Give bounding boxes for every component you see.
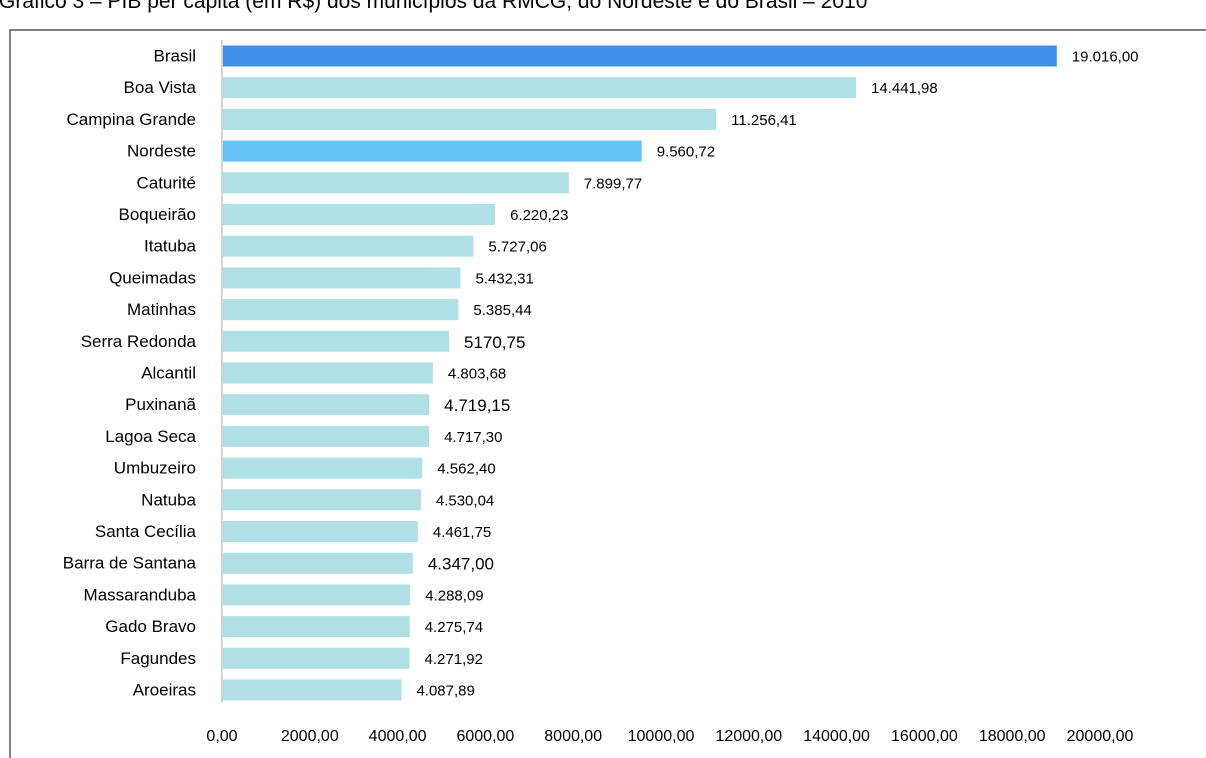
data-labels-group: 19.016,00 14.441,98 11.256,41 9.560,72 7.899… (416, 49, 1138, 700)
category-label: Matinhas (127, 300, 196, 319)
bar-20 (223, 679, 402, 701)
data-label: 9.560,72 (657, 144, 715, 161)
x-tick-label: 10000,00 (628, 728, 695, 745)
data-label: 7.899,77 (584, 175, 642, 192)
x-tick-label: 20000,00 (1067, 728, 1134, 745)
data-label: 5170,75 (464, 333, 525, 352)
bar-14 (223, 489, 421, 511)
category-label: Brasil (153, 47, 196, 66)
data-label: 19.016,00 (1072, 49, 1139, 66)
category-label: Campina Grande (67, 110, 196, 129)
bar-18 (223, 616, 410, 638)
category-label: Boa Vista (124, 78, 197, 97)
bar-10 (223, 362, 433, 384)
data-label: 4.530,04 (436, 492, 494, 509)
bar-9 (223, 330, 449, 352)
data-label: 11.256,41 (731, 112, 797, 129)
chart-frame (9, 29, 1206, 758)
category-label: Umbuzeiro (114, 459, 196, 478)
x-tick-label: 18000,00 (979, 728, 1046, 745)
x-tick-labels-group: 0,00 2000,00 4000,00 6000,00 8000,00 10000,00… (206, 728, 1133, 745)
category-label: Lagoa Seca (105, 427, 196, 446)
bar-7 (223, 267, 461, 289)
bar-12 (223, 425, 430, 447)
x-tick-label: 16000,00 (891, 728, 958, 745)
data-label: 4.087,89 (416, 683, 474, 700)
category-label: Gado Bravo (105, 617, 196, 636)
category-label: Caturité (136, 173, 196, 192)
bar-1 (223, 77, 857, 99)
bar-2 (223, 108, 717, 130)
data-label: 4.271,92 (425, 651, 483, 668)
data-label: 4.275,74 (425, 619, 483, 636)
x-tick-label: 14000,00 (803, 728, 870, 745)
bar-6 (223, 235, 474, 257)
bar-5 (223, 204, 496, 225)
data-label: 6.220,23 (510, 207, 568, 224)
bar-3 (223, 140, 642, 162)
data-label: 4.288,09 (425, 587, 483, 604)
data-label: 5.432,31 (475, 270, 533, 287)
data-label: 5.727,06 (488, 239, 546, 256)
category-label: Queimadas (109, 268, 196, 287)
data-label: 4.803,68 (448, 366, 506, 383)
data-label: 4.717,30 (444, 429, 502, 446)
category-label: Puxinanã (125, 395, 196, 414)
x-tick-label: 12000,00 (715, 728, 782, 745)
bar-16 (223, 552, 413, 574)
data-label: 4.461,75 (433, 524, 491, 541)
category-label: Barra de Santana (63, 554, 197, 573)
category-label: Boqueirão (118, 205, 196, 224)
data-label: 4.562,40 (437, 461, 495, 478)
category-label: Aroeiras (133, 681, 196, 700)
bar-8 (223, 299, 459, 321)
bar-11 (223, 394, 430, 416)
bars-group (223, 45, 1057, 701)
x-tick-label: 4000,00 (369, 728, 427, 745)
data-label: 4.719,15 (444, 396, 510, 415)
data-label: 5.385,44 (473, 302, 531, 319)
x-tick-label: 8000,00 (544, 728, 602, 745)
category-label: Santa Cecília (95, 522, 197, 541)
bar-17 (223, 584, 411, 606)
x-tick-label: 0,00 (206, 728, 237, 745)
x-tick-label: 6000,00 (456, 728, 514, 745)
category-label: Alcantil (141, 364, 196, 383)
category-label: Nordeste (127, 142, 196, 161)
category-label: Massaranduba (84, 585, 197, 604)
bar-19 (223, 647, 410, 669)
bar-0 (223, 45, 1057, 67)
x-tick-label: 2000,00 (281, 728, 339, 745)
category-label: Itatuba (144, 237, 197, 256)
chart-title: Gráfico 3 – PIB per capita (em R$) dos m… (0, 0, 867, 13)
category-label: Fagundes (120, 649, 196, 668)
data-label: 14.441,98 (871, 80, 938, 97)
bar-13 (223, 457, 423, 479)
category-label: Natuba (141, 490, 196, 509)
category-label: Serra Redonda (81, 332, 197, 351)
bar-15 (223, 521, 418, 542)
bar-4 (223, 172, 569, 194)
data-label: 4.347,00 (428, 555, 494, 574)
category-labels-group: Brasil Boa Vista Campina Grande Nordeste Cat… (63, 47, 197, 700)
